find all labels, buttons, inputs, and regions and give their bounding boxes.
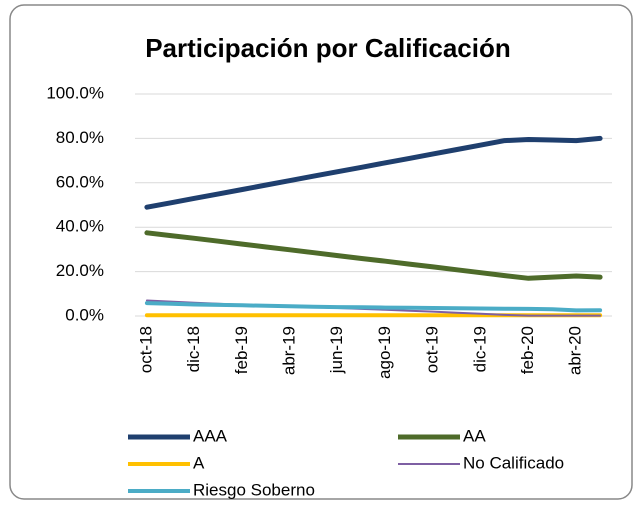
y-tick-label: 20.0%	[56, 261, 104, 280]
x-tick-label: dic-19	[470, 326, 489, 372]
legend-label: AA	[463, 426, 486, 445]
y-tick-label: 100.0%	[46, 83, 104, 102]
legend-label: Riesgo Soberno	[193, 480, 315, 499]
legend-label: AAA	[193, 426, 228, 445]
y-tick-label: 80.0%	[56, 128, 104, 147]
x-tick-label: abr-20	[566, 326, 585, 375]
x-tick-label: feb-19	[232, 326, 251, 374]
y-tick-label: 60.0%	[56, 172, 104, 191]
legend-label: No Calificado	[463, 453, 564, 472]
series-line	[144, 230, 603, 281]
x-tick-label: oct-18	[136, 326, 155, 373]
x-tick-label: feb-20	[518, 326, 537, 374]
x-tick-label: ago-19	[375, 326, 394, 379]
x-tick-label: oct-19	[423, 326, 442, 373]
x-tick-label: abr-19	[280, 326, 299, 375]
legend-label: A	[193, 453, 205, 472]
x-tick-label: dic-18	[184, 326, 203, 372]
y-tick-label: 40.0%	[56, 217, 104, 236]
series-line	[144, 135, 603, 210]
chart-title: Participación por Calificación	[145, 33, 511, 63]
x-tick-label: jun-19	[327, 326, 346, 374]
series-line	[144, 301, 603, 313]
y-tick-label: 0.0%	[65, 305, 104, 324]
